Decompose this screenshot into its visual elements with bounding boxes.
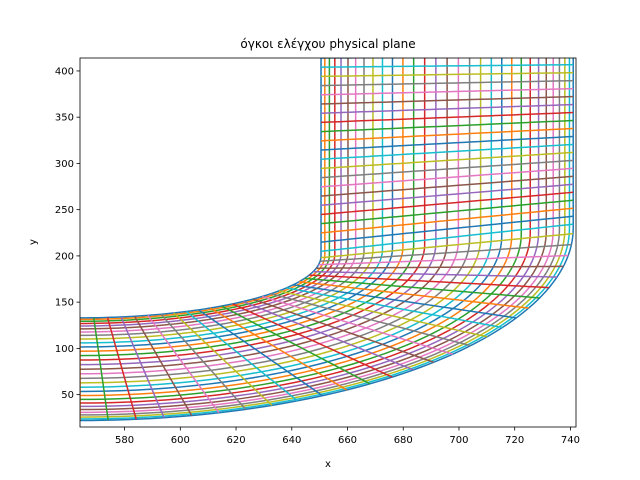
- mesh-crosswise-line: [320, 143, 574, 160]
- plot-frame: [79, 57, 577, 428]
- mesh-crosswise-line: [321, 63, 574, 68]
- mesh-crosswise-line: [198, 309, 323, 397]
- mesh-crosswise-line: [185, 310, 299, 402]
- mesh-crosswise-line: [252, 298, 434, 363]
- chart-title: όγκοι ελέγχου physical plane: [240, 37, 415, 51]
- y-tick-label: 150: [55, 298, 74, 309]
- mesh-crosswise-line: [321, 71, 574, 78]
- mesh-crosswise-line: [320, 232, 574, 259]
- mesh-crosswise-line: [209, 307, 348, 391]
- mesh-crosswise-line: [261, 295, 453, 355]
- mesh-crosswise-line: [321, 103, 574, 114]
- mesh-crosswise-line: [320, 199, 574, 225]
- x-tick-label: 620: [226, 435, 245, 446]
- x-tick-label: 680: [394, 435, 413, 446]
- x-axis-label: x: [325, 459, 331, 470]
- mesh-crosswise-line: [320, 151, 574, 170]
- mesh-crosswise-line: [318, 254, 569, 266]
- mesh-crosswise-line: [242, 300, 414, 371]
- mesh-crosswise-line: [293, 284, 517, 319]
- mesh-crosswise-line: [93, 317, 109, 421]
- mesh-crosswise-line: [320, 135, 574, 151]
- mesh-crosswise-line: [321, 111, 574, 124]
- mesh-crosswise-line: [133, 315, 193, 416]
- mesh-crosswise-line: [309, 274, 550, 289]
- mesh-crosswise-line: [221, 305, 371, 385]
- y-tick-label: 250: [55, 205, 74, 216]
- mesh-crosswise-line: [320, 175, 574, 197]
- mesh-crosswise-line: [147, 314, 220, 414]
- mesh-grid-lines: [80, 58, 574, 422]
- mesh-crosswise-line: [320, 223, 574, 253]
- x-tick-label: 580: [115, 435, 134, 446]
- mesh-crosswise-line: [316, 265, 564, 269]
- y-tick-label: 100: [55, 344, 74, 355]
- mesh-crosswise-line: [106, 317, 137, 420]
- x-tick-label: 740: [561, 435, 580, 446]
- mesh-crosswise-line: [232, 303, 393, 378]
- mesh-crosswise-line: [320, 191, 574, 216]
- mesh-crosswise-line: [286, 287, 503, 329]
- x-tick-label: 640: [282, 435, 301, 446]
- mesh-crosswise-line: [278, 290, 488, 338]
- y-tick-label: 200: [55, 251, 74, 262]
- mesh-crosswise-line: [320, 159, 574, 179]
- y-tick-label: 50: [61, 390, 74, 401]
- mesh-crosswise-line: [173, 312, 273, 406]
- mesh-crosswise-line: [321, 79, 574, 87]
- mesh-crosswise-line: [270, 293, 471, 347]
- mesh-crosswise-line: [320, 243, 572, 262]
- mesh-crosswise-line: [320, 167, 574, 188]
- mesh-crosswise-line: [321, 87, 574, 96]
- mesh-crosswise-line: [320, 127, 574, 142]
- x-tick-label: 720: [505, 435, 524, 446]
- x-tick-label: 600: [171, 435, 190, 446]
- mesh-crosswise-line: [160, 313, 247, 410]
- x-axis: 580 600 620 640 660 680 700 720 740: [115, 427, 580, 446]
- mesh-crosswise-line: [320, 215, 574, 243]
- mesh-crosswise-line: [313, 270, 558, 278]
- mesh-crosswise-line: [321, 95, 574, 105]
- mesh-crosswise-line: [299, 280, 529, 309]
- x-tick-label: 660: [338, 435, 357, 446]
- mesh-crosswise-line: [320, 207, 574, 234]
- mesh-crosswise-line: [120, 316, 165, 419]
- y-tick-label: 400: [55, 66, 74, 77]
- y-tick-label: 350: [55, 113, 74, 124]
- x-tick-label: 700: [449, 435, 468, 446]
- mesh-crosswise-line: [304, 277, 540, 299]
- y-axis: 50 100 150 200 250 300 350 400: [55, 66, 80, 401]
- y-axis-label: y: [28, 239, 39, 245]
- y-tick-label: 300: [55, 159, 74, 170]
- mesh-crosswise-line: [320, 119, 574, 133]
- mesh-crosswise-line: [320, 183, 574, 207]
